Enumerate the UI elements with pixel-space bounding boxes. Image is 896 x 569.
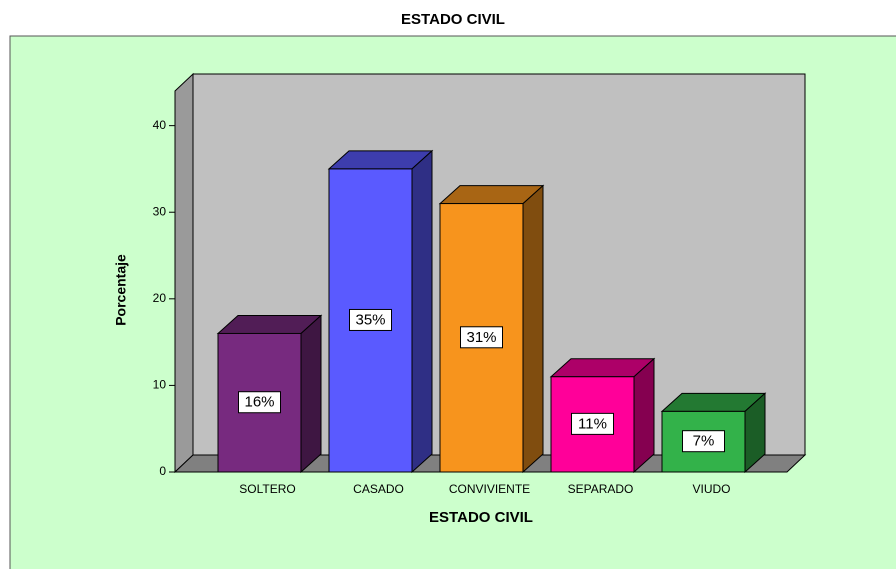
value-label-box [682,430,725,453]
bar-side [633,357,655,474]
x-tick-label: VIUDO [692,482,730,496]
x-tick-label: SOLTERO [239,482,295,496]
left-wall [174,72,194,474]
value-label: 7% [693,433,715,450]
bar [549,357,656,474]
x-tick-label: SEPARADO [568,482,634,496]
y-tick-label: 30 [153,204,167,218]
y-tick-label: 40 [153,118,167,132]
x-tick-label: CASADO [353,482,404,496]
bar-side [300,314,322,474]
value-label-box [238,391,281,414]
x-axis-title: ESTADO CIVIL [429,509,533,526]
value-label-box [349,308,392,331]
y-tick-label: 20 [153,291,167,305]
bar-side [522,184,544,474]
y-axis-title: Porcentaje [113,254,129,326]
value-label: 35% [355,311,385,328]
y-tick-label: 0 [159,464,166,478]
value-label: 11% [578,415,607,432]
value-label: 16% [244,394,274,411]
bar-side [411,149,433,474]
y-tick-label: 10 [153,378,167,392]
bar [216,314,323,474]
x-tick-label: CONVIVIENTE [449,482,530,496]
value-label-box [460,326,503,349]
chart-title: ESTADO CIVIL [401,11,505,28]
value-label-box [571,412,614,435]
value-label: 31% [466,329,496,346]
